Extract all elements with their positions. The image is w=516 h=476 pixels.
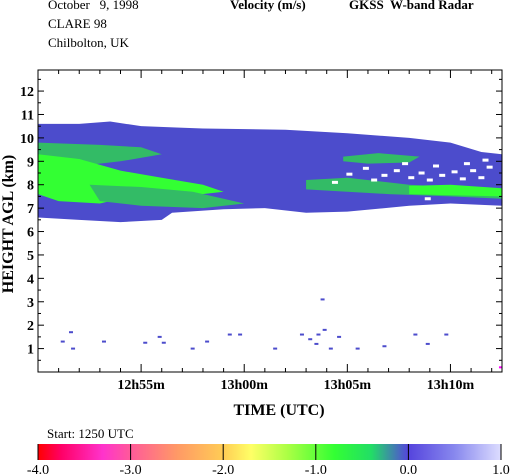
- x-tick-label: 13h10m: [427, 378, 475, 393]
- gap-14: [486, 165, 493, 169]
- y-tick-label: 6: [27, 226, 34, 241]
- echo-point-16: [314, 342, 319, 345]
- gap-13: [463, 162, 470, 166]
- gap-3: [418, 171, 425, 175]
- x-tick-label: 13h00m: [220, 378, 268, 393]
- echo-point-7: [190, 347, 195, 350]
- colorbar: [38, 444, 501, 460]
- velocity-layer-3: [89, 184, 245, 209]
- colorbar-tick-label: -4.0: [27, 463, 49, 476]
- echo-point-5: [157, 335, 162, 338]
- velocity-layer-6: [343, 153, 420, 164]
- echo-point-13: [316, 333, 321, 336]
- gap-12: [433, 164, 440, 168]
- y-tick-label: 4: [27, 272, 34, 287]
- x-tick-label: 13h05m: [324, 378, 372, 393]
- echo-point-2: [71, 347, 76, 350]
- echo-point-20: [382, 345, 387, 348]
- echo-point-1: [60, 340, 65, 343]
- echo-point-22: [425, 342, 430, 345]
- colorbar-tick-label: 0.0: [400, 463, 418, 476]
- x-axis-label: TIME (UTC): [233, 402, 324, 419]
- echo-point-17: [328, 347, 333, 350]
- velocity-layer-5: [409, 184, 502, 197]
- x-axis: 12h55m 13h00m 13h05m 13h10m: [58, 70, 493, 393]
- y-tick-label: 10: [20, 132, 34, 147]
- colorbar-ticks: -4.0 -3.0 -2.0 -1.0 0.0 1.0: [27, 444, 510, 476]
- gap-0: [381, 173, 388, 177]
- colorbar-tick-label: -3.0: [120, 463, 142, 476]
- y-tick-label: 1: [27, 343, 34, 358]
- y-tick-label: 7: [27, 202, 34, 217]
- y-axis-label: HEIGHT AGL (km): [0, 155, 17, 293]
- data-gaps: [331, 158, 493, 201]
- echo-point-21: [413, 333, 418, 336]
- gap-6: [451, 170, 458, 174]
- chart-title: Velocity (m/s): [230, 0, 306, 12]
- gap-7: [459, 177, 466, 181]
- gap-17: [346, 172, 353, 176]
- plot-frame: [37, 69, 503, 373]
- echo-point-12: [299, 333, 304, 336]
- colorbar-tick-label: -2.0: [212, 463, 234, 476]
- echo-point-24: [320, 298, 325, 301]
- scattered-echoes: [60, 298, 502, 369]
- y-tick-label: 12: [20, 85, 34, 100]
- echo-point-11: [273, 347, 278, 350]
- echo-point-14: [322, 328, 327, 331]
- gap-2: [408, 176, 415, 180]
- gap-4: [426, 178, 433, 182]
- gap-1: [393, 169, 400, 173]
- date-label: October 9, 1998: [48, 0, 139, 12]
- gap-18: [424, 197, 431, 201]
- y-tick-label: 8: [27, 179, 34, 194]
- echo-point-3: [101, 340, 106, 343]
- echo-point-25: [498, 366, 502, 369]
- gap-16: [331, 180, 338, 184]
- instrument-label: GKSS W-band Radar: [349, 0, 474, 12]
- y-tick-label: 9: [27, 155, 34, 170]
- echo-point-23: [444, 333, 449, 336]
- echo-point-6: [161, 341, 166, 344]
- echo-point-0: [68, 331, 73, 334]
- echo-point-18: [337, 335, 342, 338]
- y-tick-label: 5: [27, 249, 34, 264]
- echo-point-10: [238, 333, 243, 336]
- y-tick-label: 11: [21, 108, 34, 123]
- gap-9: [478, 176, 485, 180]
- y-tick-label: 3: [27, 296, 34, 311]
- gap-11: [371, 178, 378, 182]
- y-tick-label: 2: [27, 319, 34, 334]
- gap-8: [470, 169, 477, 173]
- echo-point-15: [308, 338, 313, 341]
- echo-point-8: [205, 340, 210, 343]
- gap-5: [439, 173, 446, 177]
- colorbar-tick-label: -1.0: [305, 463, 327, 476]
- echo-point-4: [143, 341, 148, 344]
- campaign-label: CLARE 98: [48, 16, 107, 31]
- gap-19: [482, 158, 489, 162]
- gap-10: [362, 166, 369, 170]
- gap-15: [402, 162, 409, 166]
- echo-point-9: [227, 333, 232, 336]
- x-tick-label: 12h55m: [117, 378, 165, 393]
- location-label: Chilbolton, UK: [48, 35, 129, 50]
- echo-point-19: [355, 347, 360, 350]
- velocity-field: [38, 121, 502, 223]
- colorbar-tick-label: 1.0: [492, 463, 510, 476]
- start-time-label: Start: 1250 UTC: [47, 426, 134, 441]
